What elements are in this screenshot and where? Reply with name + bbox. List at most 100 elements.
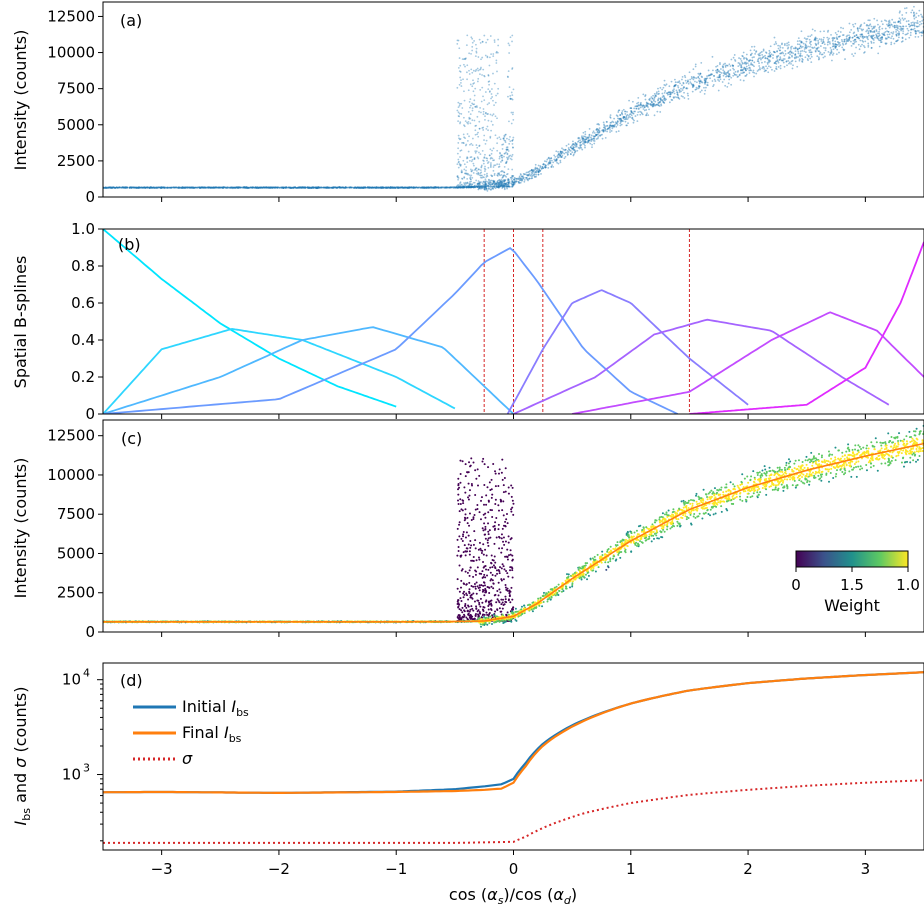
- scatter-point: [842, 43, 845, 46]
- scatter-point: [892, 21, 895, 24]
- scatter-point: [814, 39, 817, 42]
- scatter-point: [489, 536, 492, 539]
- scatter-point: [269, 186, 272, 189]
- scatter-point: [496, 137, 499, 140]
- scatter-point: [491, 493, 494, 496]
- scatter-point: [794, 53, 797, 56]
- scatter-point: [734, 70, 737, 73]
- scatter-point: [362, 186, 364, 189]
- scatter-point: [453, 185, 455, 188]
- scatter-point: [502, 536, 505, 539]
- scatter-point: [494, 498, 497, 501]
- scatter-point: [885, 42, 888, 45]
- scatter-point: [461, 460, 464, 463]
- scatter-point: [897, 25, 899, 28]
- scatter-point: [117, 186, 119, 189]
- scatter-point: [208, 186, 211, 189]
- scatter-point: [175, 186, 178, 189]
- scatter-point: [461, 171, 463, 173]
- scatter-point: [476, 468, 479, 471]
- scatter-point: [897, 20, 900, 23]
- scatter-point: [397, 187, 400, 189]
- scatter-point: [124, 186, 127, 188]
- scatter-point: [292, 186, 295, 189]
- scatter-point: [505, 182, 508, 184]
- scatter-point: [491, 187, 494, 190]
- scatter-point: [500, 578, 503, 581]
- scatter-point: [193, 186, 196, 189]
- scatter-point: [294, 186, 297, 189]
- scatter-point: [805, 44, 808, 47]
- scatter-point: [497, 44, 500, 47]
- scatter-point: [560, 152, 563, 155]
- scatter-point: [815, 37, 818, 40]
- scatter-point: [339, 186, 342, 189]
- scatter-point: [487, 522, 490, 525]
- scatter-point: [872, 41, 875, 44]
- scatter-point: [394, 186, 397, 189]
- scatter-point: [143, 186, 146, 189]
- scatter-point: [499, 610, 502, 613]
- scatter-point: [595, 129, 598, 131]
- scatter-point: [425, 186, 428, 189]
- scatter-point: [919, 20, 921, 23]
- scatter-point: [471, 102, 474, 105]
- scatter-point: [858, 48, 861, 51]
- scatter-point: [905, 7, 908, 9]
- scatter-point: [468, 489, 471, 492]
- panel-b-y-tick-label: 1.0: [71, 220, 95, 238]
- scatter-point: [537, 173, 540, 176]
- scatter-point: [459, 76, 462, 79]
- scatter-point: [787, 59, 790, 62]
- scatter-point: [519, 176, 521, 179]
- scatter-point: [668, 101, 671, 104]
- scatter-point: [512, 183, 515, 186]
- scatter-point: [478, 586, 481, 589]
- scatter-point: [412, 186, 415, 189]
- scatter-point: [809, 43, 812, 46]
- scatter-point: [727, 75, 730, 78]
- scatter-point: [609, 131, 611, 133]
- scatter-point: [887, 22, 890, 25]
- scatter-point: [727, 82, 730, 85]
- scatter-point: [793, 56, 796, 59]
- scatter-point: [354, 186, 357, 189]
- scatter-point: [685, 82, 688, 84]
- scatter-point: [581, 148, 584, 151]
- scatter-point: [507, 157, 509, 160]
- scatter-point: [464, 604, 467, 607]
- scatter-point: [247, 186, 250, 189]
- scatter-point: [753, 75, 755, 78]
- scatter-point: [495, 569, 498, 572]
- scatter-point: [427, 186, 429, 189]
- scatter-point: [476, 185, 479, 188]
- scatter-point: [490, 53, 492, 56]
- scatter-point: [816, 47, 819, 50]
- scatter-point: [801, 61, 804, 63]
- scatter-point: [482, 95, 484, 98]
- scatter-point: [869, 23, 872, 26]
- scatter-point: [725, 72, 728, 74]
- scatter-point: [699, 72, 702, 75]
- scatter-point: [873, 17, 876, 20]
- scatter-point: [624, 110, 626, 113]
- scatter-point: [860, 33, 863, 36]
- scatter-point: [567, 151, 570, 153]
- scatter-point: [486, 486, 489, 489]
- scatter-point: [844, 58, 846, 60]
- scatter-point: [510, 508, 513, 511]
- scatter-point: [198, 186, 201, 189]
- scatter-point: [469, 98, 472, 101]
- scatter-point: [886, 33, 889, 36]
- scatter-point: [745, 74, 748, 77]
- scatter-point: [128, 187, 131, 190]
- scatter-point: [138, 186, 141, 189]
- scatter-point: [617, 111, 620, 113]
- scatter-point: [471, 109, 474, 112]
- scatter-point: [431, 187, 434, 189]
- scatter-point: [421, 186, 424, 189]
- scatter-point: [727, 70, 730, 72]
- scatter-point: [661, 96, 664, 98]
- scatter-point: [732, 56, 735, 59]
- scatter-point: [430, 186, 433, 189]
